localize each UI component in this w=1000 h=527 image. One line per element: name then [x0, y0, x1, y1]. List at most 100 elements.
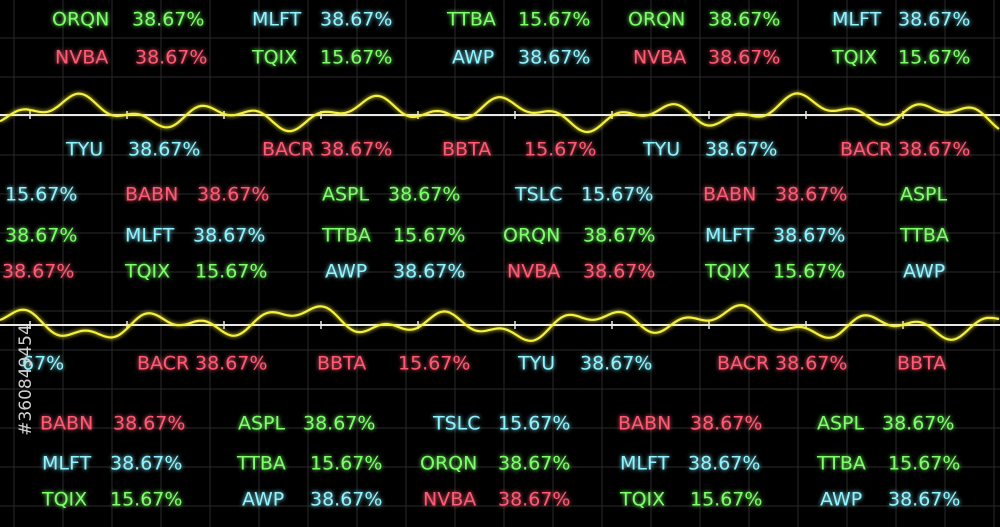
- ticker-value: 38.67%: [320, 139, 392, 161]
- ticker-value: 38.67%: [2, 261, 74, 283]
- ticker-value: 15.67%: [898, 47, 970, 69]
- ticker-value: 38.67%: [775, 184, 847, 206]
- ticker-value: 38.67%: [388, 184, 460, 206]
- ticker-symbol: BABN: [703, 184, 756, 206]
- ticker-symbol: BABN: [125, 184, 178, 206]
- ticker-symbol: NVBA: [507, 261, 560, 283]
- ticker-symbol: NVBA: [633, 47, 686, 69]
- ticker-symbol: TTBA: [236, 453, 286, 475]
- ticker-symbol: TQIX: [831, 47, 877, 69]
- ticker-symbol: BACR: [840, 139, 892, 161]
- ticker-symbol: AWP: [903, 261, 945, 283]
- ticker-symbol: MLFT: [125, 225, 175, 247]
- ticker-value: 15.67%: [581, 184, 653, 206]
- ticker-value: 15.67%: [398, 353, 470, 375]
- ticker-value: 38.67%: [882, 413, 954, 435]
- ticker-symbol: BACR: [137, 353, 189, 375]
- ticker-symbol: TQIX: [41, 489, 87, 511]
- ticker-symbol: TTBA: [816, 453, 866, 475]
- ticker-symbol: MLFT: [832, 9, 882, 31]
- wave: [0, 92, 1000, 134]
- ticker-symbol: TQIX: [124, 261, 170, 283]
- ticker-symbol: AWP: [325, 261, 367, 283]
- ticker-symbol: TQIX: [251, 47, 297, 69]
- ticker-value: 15.67%: [110, 489, 182, 511]
- watermark: #360849454: [16, 324, 36, 436]
- ticker-value: 15.67%: [690, 489, 762, 511]
- ticker-value: 38.67%: [195, 353, 267, 375]
- ticker-symbol: AWP: [242, 489, 284, 511]
- ticker-symbol: TQIX: [704, 261, 750, 283]
- ticker-value: 38.67%: [110, 453, 182, 475]
- ticker-value: 38.67%: [583, 225, 655, 247]
- ticker-symbol: TSLC: [514, 184, 563, 206]
- ticker-symbol: TTBA: [446, 9, 496, 31]
- ticker-value: 15.67%: [195, 261, 267, 283]
- ticker-symbol: MLFT: [620, 453, 670, 475]
- ticker-symbol: AWP: [452, 47, 494, 69]
- ticker-value: 38.67%: [688, 453, 760, 475]
- ticker-value: 38.67%: [775, 353, 847, 375]
- ticker-value: 38.67%: [580, 353, 652, 375]
- ticker-value: 15.67%: [310, 453, 382, 475]
- ticker-symbol: TYU: [642, 139, 680, 161]
- ticker-symbol: MLFT: [42, 453, 92, 475]
- ticker-value: 38.67%: [708, 47, 780, 69]
- ticker-symbol: ORQN: [52, 9, 109, 31]
- ticker-value: 38.67%: [708, 9, 780, 31]
- ticker-value: 38.67%: [498, 453, 570, 475]
- wave: [0, 303, 1000, 343]
- tickers: ORQN 38.67% MLFT 38.67% TTBA 15.67% ORQN 38.67%…: [2, 9, 970, 511]
- ticker-symbol: ORQN: [420, 453, 477, 475]
- ticker-symbol: TTBA: [321, 225, 371, 247]
- ticker-symbol: AWP: [820, 489, 862, 511]
- ticker-symbol: TYU: [517, 353, 555, 375]
- ticker-symbol: TSLC: [432, 413, 481, 435]
- ticker-value: 38.67%: [128, 139, 200, 161]
- ticker-symbol: BABN: [618, 413, 671, 435]
- ticker-symbol: TQIX: [619, 489, 665, 511]
- ticker-value: 38.67%: [583, 261, 655, 283]
- ticker-value: 15.67%: [524, 139, 596, 161]
- ticker-value: 38.67%: [888, 489, 960, 511]
- ticker-symbol: NVBA: [423, 489, 476, 511]
- ticker-value: 38.67%: [193, 225, 265, 247]
- ticker-value: 67%: [22, 353, 64, 375]
- ticker-value: 38.67%: [113, 413, 185, 435]
- ticker-value: 38.67%: [5, 225, 77, 247]
- ticker-symbol: ORQN: [628, 9, 685, 31]
- ticker-symbol: MLFT: [252, 9, 302, 31]
- ticker-value: 38.67%: [197, 184, 269, 206]
- ticker-symbol: BBTA: [442, 139, 491, 161]
- ticker-value: 38.67%: [498, 489, 570, 511]
- ticker-value: 15.67%: [773, 261, 845, 283]
- ticker-value: 38.67%: [310, 489, 382, 511]
- waves: [0, 92, 1000, 343]
- ticker-value: 15.67%: [5, 184, 77, 206]
- ticker-value: 38.67%: [320, 9, 392, 31]
- ticker-value: 38.67%: [518, 47, 590, 69]
- ticker-symbol: ORQN: [503, 225, 560, 247]
- ticker-value: 38.67%: [690, 413, 762, 435]
- ticker-value: 38.67%: [393, 261, 465, 283]
- ticker-value: 38.67%: [773, 225, 845, 247]
- ticker-symbol: TTBA: [899, 225, 949, 247]
- ticker-symbol: ASPL: [900, 184, 948, 206]
- ticker-symbol: BACR: [717, 353, 769, 375]
- ticker-symbol: BBTA: [317, 353, 366, 375]
- ticker-symbol: BBTA: [897, 353, 946, 375]
- ticker-symbol: BABN: [40, 413, 93, 435]
- ticker-value: 38.67%: [303, 413, 375, 435]
- ticker-value: 15.67%: [498, 413, 570, 435]
- ticker-symbol: BACR: [262, 139, 314, 161]
- ticker-value: 38.67%: [898, 139, 970, 161]
- ticker-value: 15.67%: [888, 453, 960, 475]
- ticker-symbol: ASPL: [238, 413, 286, 435]
- ticker-symbol: TYU: [65, 139, 103, 161]
- ticker-value: 15.67%: [393, 225, 465, 247]
- ticker-value: 15.67%: [518, 9, 590, 31]
- ticker-value: 15.67%: [320, 47, 392, 69]
- ticker-symbol: NVBA: [55, 47, 108, 69]
